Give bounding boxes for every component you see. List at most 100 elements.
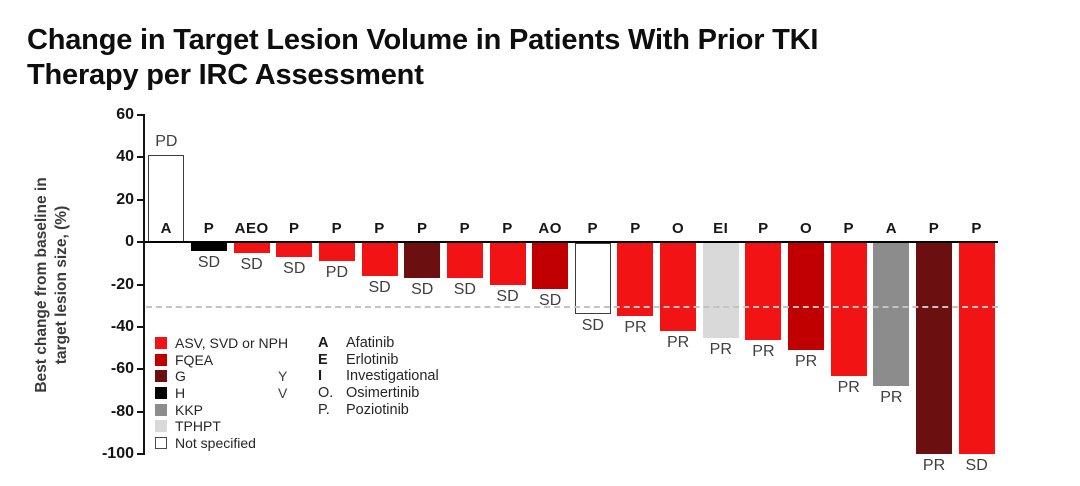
bar-drug-label: A: [885, 220, 898, 238]
bar-response-label: PR: [709, 340, 732, 358]
drug-name: Afatinib: [346, 335, 395, 352]
bar-drug-label: P: [416, 220, 428, 238]
bar-response-label: PR: [667, 334, 690, 352]
bar-drug-label: P: [587, 220, 599, 238]
y-tick-mark: [137, 453, 145, 456]
drug-legend-row: I Investigational: [318, 368, 439, 385]
bar: [361, 243, 398, 277]
bar: [190, 243, 227, 251]
bar-response-label: SD: [240, 255, 263, 273]
bar-drug-label: P: [843, 220, 854, 238]
drug-letter: O.: [318, 385, 334, 402]
bar: [532, 243, 569, 289]
bar-drug-label: AEO: [234, 220, 269, 238]
legend-swatch-icon: [155, 420, 167, 433]
bar-response-label: SD: [581, 317, 604, 335]
y-tick-label: -60: [110, 360, 134, 378]
bar-response-label: SD: [539, 291, 562, 309]
y-tick-mark: [137, 156, 145, 159]
y-axis-line: [143, 113, 145, 456]
bar-drug-label: P: [971, 220, 982, 238]
bar-response-label: SD: [411, 281, 434, 299]
y-tick-mark: [137, 283, 145, 286]
legend-row: ASV, SVD or NPH: [155, 335, 288, 352]
bar-drug-label: P: [459, 220, 471, 238]
bar: [617, 243, 654, 317]
legend-row: TPHPT: [155, 418, 288, 435]
drug-name: Osimertinib: [346, 385, 420, 402]
bar: [660, 243, 697, 332]
drug-letter: I: [318, 368, 323, 385]
y-tick-label: 0: [125, 233, 134, 251]
bar: [873, 243, 910, 387]
legend-row: Not specified: [155, 435, 288, 452]
legend-swatch-icon: [155, 370, 167, 383]
drug-letter: A: [318, 335, 329, 352]
bar-drug-label: EI: [713, 220, 729, 238]
bar: [788, 243, 825, 351]
bar-drug-label: O: [799, 220, 813, 238]
bar-drug-label: A: [160, 220, 172, 238]
y-tick-label: 60: [116, 105, 134, 123]
legend-stray-letter: Y: [278, 368, 288, 385]
bar-response-label: PD: [155, 133, 178, 151]
y-tick-label: -20: [110, 275, 134, 293]
drug-legend-row: A Afatinib: [318, 335, 439, 352]
legend-label: FQEA: [175, 351, 214, 368]
y-tick-label: -80: [110, 402, 134, 420]
bar: [574, 243, 611, 315]
bar: [830, 243, 867, 376]
legend-swatch-icon: [155, 436, 167, 449]
bar-drug-label: P: [502, 220, 513, 238]
bar-drug-label: P: [928, 220, 940, 238]
legend-swatch-icon: [155, 337, 167, 350]
bar: [318, 243, 355, 262]
bar: [958, 243, 995, 455]
bar-response-label: SD: [496, 287, 519, 305]
bar-drug-label: P: [758, 220, 769, 238]
bar-response-label: PR: [837, 378, 860, 396]
legend-label: H: [175, 385, 186, 402]
y-tick-mark: [137, 198, 145, 201]
drug-letter: P.: [318, 401, 330, 418]
legend-label: ASV, SVD or NPH: [175, 335, 289, 352]
y-tick-mark: [137, 241, 145, 244]
bar-response-label: SD: [368, 279, 391, 297]
bar-drug-label: AO: [538, 220, 562, 238]
y-tick-label: 40: [116, 148, 134, 166]
legend-row: H: [155, 385, 288, 402]
bar-response-label: PR: [794, 353, 818, 371]
bar-drug-label: P: [374, 220, 385, 238]
legend-label: G: [175, 368, 186, 385]
bar-response-label: SD: [965, 457, 988, 475]
bar: [489, 243, 526, 285]
y-tick-mark: [137, 410, 145, 413]
y-tick-mark: [137, 113, 145, 116]
bar-drug-label: P: [331, 220, 343, 238]
bar-response-label: PR: [880, 389, 903, 407]
legend-stray-letter: V: [278, 384, 288, 401]
baseline-zero-line: [145, 241, 998, 244]
drug-letter: E: [318, 351, 328, 368]
drug-legend-row: O. Osimertinib: [318, 385, 439, 402]
legend-swatch-icon: [155, 403, 167, 416]
bar-drug-label: P: [630, 220, 641, 238]
drug-name: Poziotinib: [346, 401, 409, 418]
y-tick-label: -100: [101, 445, 134, 463]
bar-drug-label: P: [289, 220, 300, 238]
legend-row: KKP: [155, 401, 288, 418]
bar: [233, 243, 270, 253]
bar: [702, 243, 739, 338]
bar: [916, 243, 953, 455]
bar-drug-label: P: [203, 220, 215, 238]
legend-swatch-icon: [155, 387, 167, 400]
color-legend: ASV, SVD or NPH FQEA G H KKP TPHPT Not specifi…: [155, 335, 288, 451]
legend-label: KKP: [175, 401, 204, 418]
y-tick-label: 20: [116, 190, 134, 208]
legend-row: G: [155, 368, 288, 385]
y-tick-mark: [137, 326, 145, 329]
bar-response-label: PR: [624, 319, 647, 337]
minus30-reference-line: [146, 305, 998, 308]
bar: [745, 243, 782, 340]
legend-label: TPHPT: [175, 418, 221, 435]
